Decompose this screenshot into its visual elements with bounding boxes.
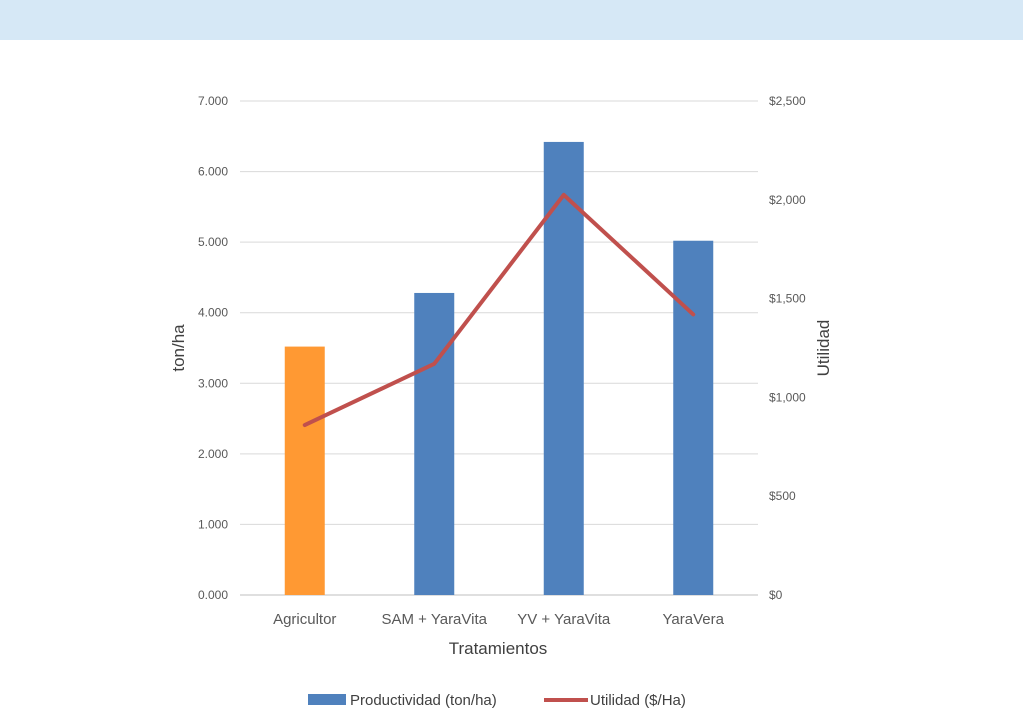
y2-axis-ticks: $0 $500 $1,000 $1,500 $2,000 $2,500 [769,94,806,602]
bar [414,292,455,595]
y-tick-label: 6.000 [198,165,228,179]
gridlines [240,100,758,596]
y-axis-title: ton/ha [169,324,188,372]
y-tick-label: 2.000 [198,447,228,461]
y-tick-label: 0.000 [198,588,228,602]
y2-tick-label: $2,500 [769,94,806,108]
x-tick-label: SAM + YaraVita [382,611,488,628]
bars [284,141,714,595]
bar [543,141,584,595]
y2-tick-label: $0 [769,588,783,602]
legend-label-utilidad: Utilidad ($/Ha) [590,692,686,709]
y2-tick-label: $1,000 [769,390,806,404]
y2-tick-label: $2,000 [769,193,806,207]
y2-tick-label: $500 [769,489,796,503]
y2-axis-title: Utilidad [814,320,833,377]
y-tick-label: 5.000 [198,235,228,249]
y-tick-label: 1.000 [198,517,228,531]
y-tick-label: 4.000 [198,306,228,320]
legend: Productividad (ton/ha) Utilidad ($/Ha) [308,692,686,709]
line-series [302,192,696,428]
utilidad-line [302,192,696,428]
y2-tick-label: $1,500 [769,292,806,306]
y-tick-label: 7.000 [198,94,228,108]
legend-label-productividad: Productividad (ton/ha) [350,692,497,709]
bar [284,346,325,595]
x-tick-label: YaraVera [663,611,725,628]
x-axis-categories: Agricultor SAM + YaraVita YV + YaraVita Yar… [273,611,725,628]
x-axis-title: Tratamientos [449,639,548,658]
y-axis-ticks: 0.000 1.000 2.000 3.000 4.000 5.000 6.000 7.000 [198,94,228,602]
bar [673,240,714,595]
y-tick-label: 3.000 [198,376,228,390]
header-band [0,0,1023,40]
x-tick-label: Agricultor [273,611,336,628]
legend-swatch-productividad [308,694,346,705]
x-tick-label: YV + YaraVita [517,611,611,628]
